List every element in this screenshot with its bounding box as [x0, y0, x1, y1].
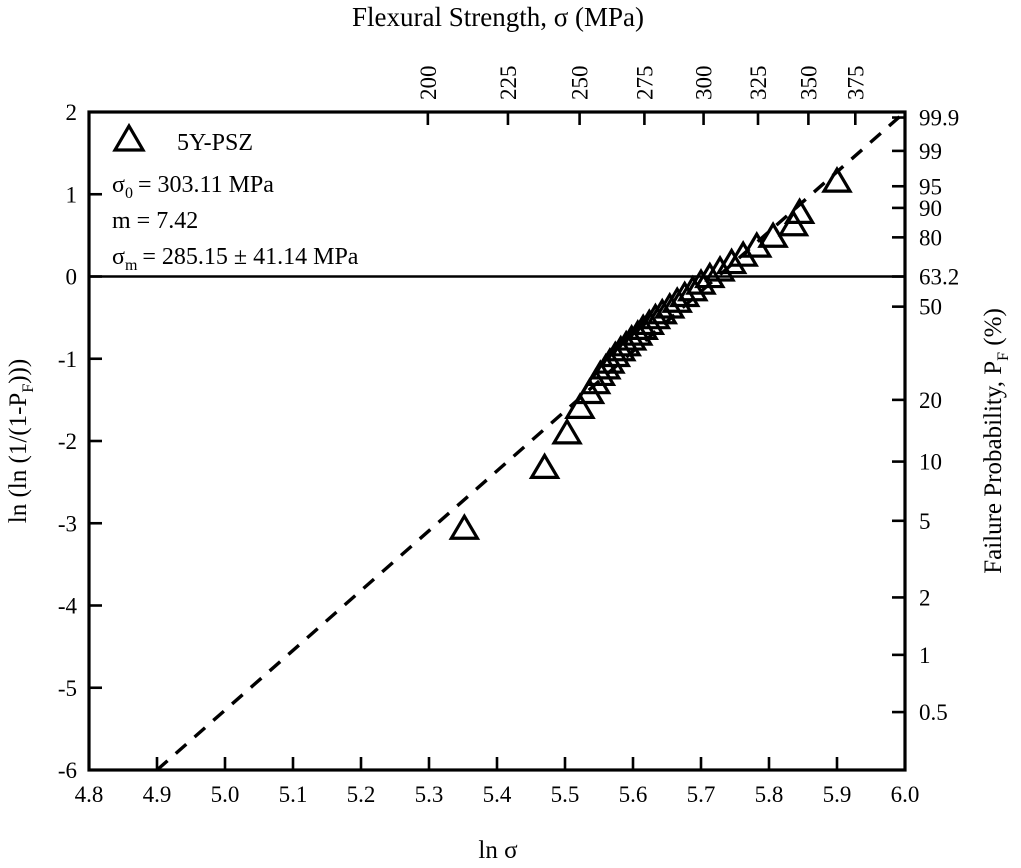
x-tick-label: 5.0: [211, 782, 240, 807]
top-tick-label: 225: [496, 66, 521, 101]
right-tick-label: 90: [919, 196, 942, 221]
data-point-triangle: [783, 197, 816, 225]
y-tick-label: -4: [58, 594, 78, 619]
legend-label: 5Y-PSZ: [177, 130, 253, 156]
legend-sigmam-line: σm = 285.15 ± 41.14 MPa: [112, 244, 359, 274]
sigma0-subscript: 0: [125, 185, 133, 202]
right-tick-label: 5: [919, 509, 931, 534]
right-tick-label: 50: [919, 295, 942, 320]
y-tick-label: 0: [66, 265, 78, 290]
x-tick-label: 5.7: [687, 782, 716, 807]
y-tick-label: -2: [58, 429, 77, 454]
legend-marker-triangle-icon: [112, 122, 146, 152]
data-point-triangle: [685, 267, 717, 295]
top-tick-label: 350: [796, 66, 821, 101]
data-point-triangle: [727, 240, 759, 267]
data-point-triangle: [715, 247, 748, 275]
x-tick-label: 4.9: [143, 782, 172, 807]
y-tick-label: -5: [58, 676, 77, 701]
x-axis-ticks: 4.8 4.9 5.0 5.1 5.2 5.3 5.4 5.5 5.6 5.7 5.8 5.9 6.0: [75, 757, 920, 807]
legend-sigma0-line: σ0 = 303.11 MPa: [112, 172, 274, 202]
x-tick-label: 5.3: [415, 782, 444, 807]
right-tick-label: 2: [919, 585, 931, 610]
data-point-triangle: [821, 166, 853, 193]
y-tick-label: -1: [58, 347, 77, 372]
sigma0-value: = 303.11 MPa: [138, 172, 274, 198]
data-point-triangle: [704, 254, 736, 282]
y-axis-label-main: ln (ln (1/(1-P: [5, 393, 32, 524]
svg-text:Failure Probability, PF (%): Failure Probability, PF (%): [980, 308, 1012, 574]
y-axis-label: ln (ln (1/(1-PF))): [5, 359, 37, 523]
x-tick-label: 4.8: [75, 782, 104, 807]
x-tick-label: 5.1: [279, 782, 308, 807]
right-tick-label: 10: [919, 450, 942, 475]
x-tick-label: 5.6: [619, 782, 648, 807]
y-axis-label-subscript: F: [20, 384, 37, 393]
legend: 5Y-PSZ σ0 = 303.11 MPa m = 7.42 σm = 285.1…: [112, 122, 359, 274]
top-tick-label: 275: [632, 66, 657, 101]
sigmam-subscript: m: [125, 257, 138, 274]
right-axis-label-main: Failure Probability, P: [980, 361, 1007, 574]
y-axis-label-tail: ))): [5, 359, 32, 384]
right-tick-label: 20: [919, 388, 942, 413]
y-tick-label: 2: [66, 100, 78, 125]
weibull-fit-line: [155, 110, 907, 772]
x-tick-label: 5.2: [347, 782, 376, 807]
x-axis-label: ln σ: [478, 837, 518, 864]
y-axis-ticks: 2 1 0 -1 -2 -3 -4 -5 -6: [58, 100, 102, 783]
data-point-triangle: [448, 513, 481, 540]
data-point-triangle: [551, 417, 583, 445]
legend-m-line: m = 7.42: [112, 208, 198, 234]
top-tick-label: 375: [843, 66, 868, 101]
top-axis-title: Flexural Strength, σ (MPa): [352, 2, 644, 32]
x-tick-label: 6.0: [891, 782, 920, 807]
sigmam-value: = 285.15 ± 41.14 MPa: [142, 244, 358, 270]
svg-text:ln (ln (1/(1-PF))): ln (ln (1/(1-PF))): [5, 359, 37, 523]
y-tick-label: 1: [66, 182, 78, 207]
data-point-triangle: [694, 261, 726, 289]
plot-frame: [87, 110, 907, 772]
sigmam-symbol: σ: [112, 244, 125, 270]
y-tick-label: -3: [58, 511, 77, 536]
x-tick-label: 5.8: [755, 782, 784, 807]
right-tick-label: 0.5: [919, 700, 948, 725]
right-tick-label: 99.9: [919, 106, 959, 131]
right-axis-label-tail: (%): [980, 308, 1007, 352]
right-tick-label: 80: [919, 225, 942, 250]
data-point-triangle: [528, 452, 561, 479]
data-points-group: [448, 166, 853, 540]
top-axis-ticks: 200 225 250 275 300 325 350 375: [416, 66, 868, 125]
right-tick-label: 99: [919, 139, 942, 164]
data-point-triangle: [564, 392, 596, 419]
data-point-triangle: [677, 274, 709, 302]
right-tick-label: 1: [919, 643, 931, 668]
y-tick-label: -6: [58, 758, 77, 783]
right-axis-label-subscript: F: [995, 352, 1012, 361]
top-tick-label: 325: [746, 66, 771, 101]
x-tick-label: 5.4: [483, 782, 512, 807]
right-tick-label: 95: [919, 174, 942, 199]
top-tick-label: 200: [416, 66, 441, 101]
right-axis-label: Failure Probability, PF (%): [980, 308, 1012, 574]
right-tick-label: 63.2: [919, 265, 959, 290]
sigma0-symbol: σ: [112, 172, 125, 198]
fit-line-group: [155, 110, 907, 772]
x-tick-label: 5.5: [551, 782, 580, 807]
top-tick-label: 250: [568, 66, 593, 101]
top-tick-label: 300: [692, 66, 717, 101]
x-tick-label: 5.9: [823, 782, 852, 807]
